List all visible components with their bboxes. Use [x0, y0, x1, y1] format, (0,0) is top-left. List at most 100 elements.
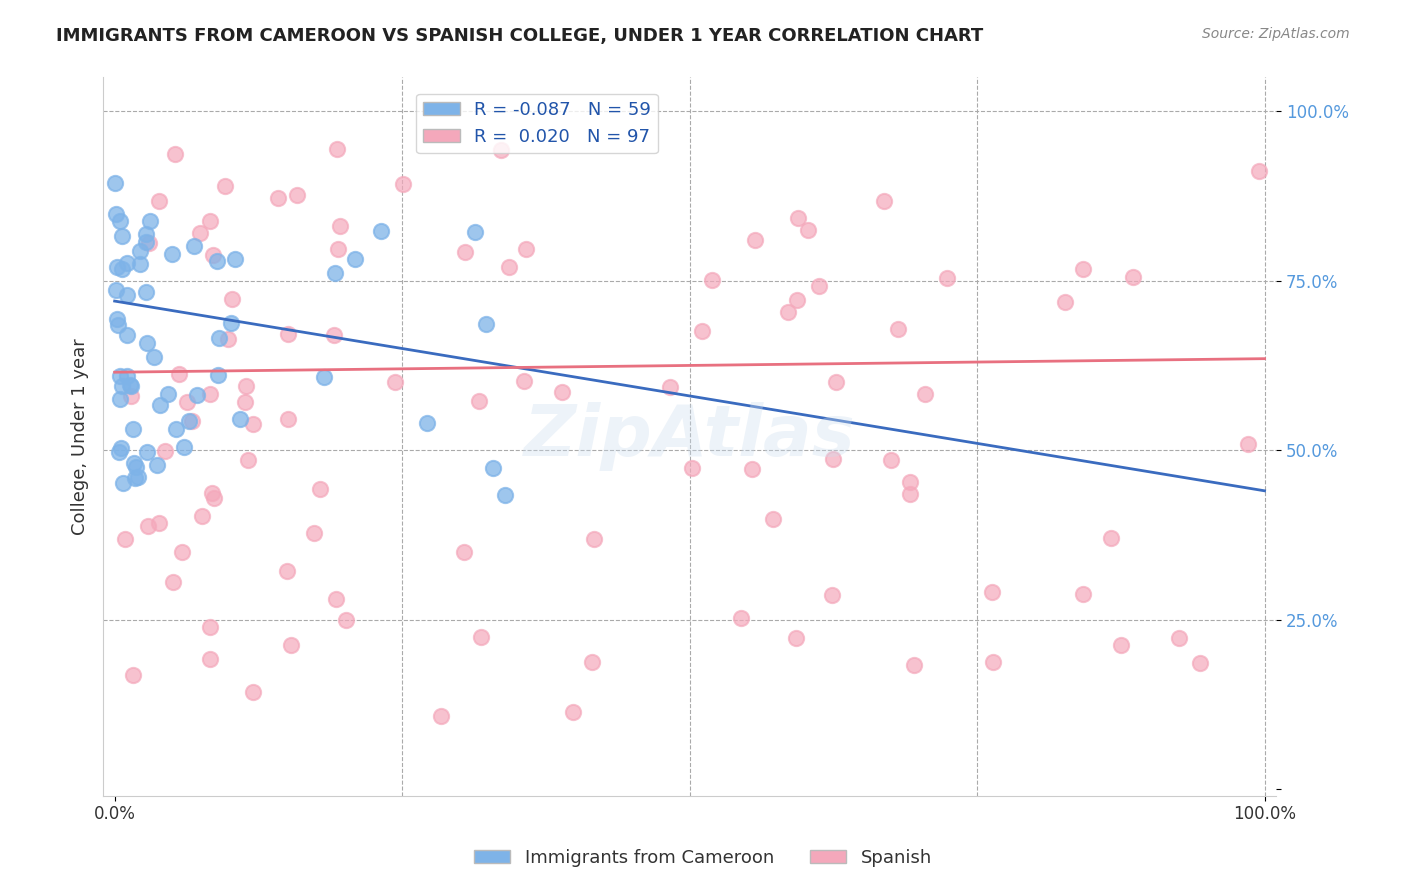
Point	[200, 387, 222, 401]
Point	[219, 316, 242, 330]
Point	[808, 278, 831, 293]
Point	[561, 705, 583, 719]
Point	[415, 416, 437, 430]
Point	[823, 452, 845, 467]
Point	[659, 380, 682, 394]
Point	[242, 417, 264, 431]
Point	[1071, 587, 1094, 601]
Point	[111, 378, 134, 392]
Point	[105, 311, 128, 326]
Point	[105, 260, 128, 274]
Point	[384, 376, 406, 390]
Point	[235, 394, 257, 409]
Legend: R = -0.087   N = 59, R =  0.020   N = 97: R = -0.087 N = 59, R = 0.020 N = 97	[416, 94, 658, 153]
Point	[825, 375, 848, 389]
Point	[474, 317, 496, 331]
Point	[914, 387, 936, 401]
Point	[146, 458, 169, 472]
Point	[201, 486, 224, 500]
Point	[138, 236, 160, 251]
Point	[762, 512, 785, 526]
Point	[186, 388, 208, 402]
Point	[391, 177, 413, 191]
Point	[326, 242, 349, 256]
Point	[153, 444, 176, 458]
Point	[277, 327, 299, 342]
Point	[162, 574, 184, 589]
Point	[115, 256, 138, 270]
Point	[208, 331, 231, 345]
Point	[214, 178, 236, 193]
Point	[143, 350, 166, 364]
Point	[1099, 532, 1122, 546]
Point	[124, 471, 146, 485]
Point	[177, 414, 200, 428]
Point	[105, 206, 128, 220]
Point	[323, 266, 346, 280]
Point	[981, 655, 1004, 669]
Point	[430, 708, 453, 723]
Point	[190, 226, 212, 240]
Point	[163, 147, 186, 161]
Point	[515, 242, 537, 256]
Point	[312, 370, 335, 384]
Point	[136, 518, 159, 533]
Point	[200, 214, 222, 228]
Point	[128, 257, 150, 271]
Point	[690, 324, 713, 338]
Point	[110, 441, 132, 455]
Point	[1237, 437, 1260, 451]
Point	[481, 461, 503, 475]
Point	[744, 234, 766, 248]
Point	[122, 456, 145, 470]
Point	[494, 488, 516, 502]
Point	[120, 377, 142, 392]
Point	[127, 469, 149, 483]
Point	[115, 288, 138, 302]
Point	[730, 611, 752, 625]
Point	[135, 227, 157, 241]
Point	[183, 239, 205, 253]
Point	[242, 684, 264, 698]
Point	[170, 545, 193, 559]
Point	[191, 509, 214, 524]
Point	[1189, 656, 1212, 670]
Point	[114, 532, 136, 546]
Point	[139, 214, 162, 228]
Point	[898, 475, 921, 489]
Point	[135, 285, 157, 300]
Point	[201, 248, 224, 262]
Point	[120, 389, 142, 403]
Point	[135, 235, 157, 250]
Point	[335, 613, 357, 627]
Point	[498, 260, 520, 274]
Point	[700, 273, 723, 287]
Point	[786, 293, 808, 307]
Point	[280, 638, 302, 652]
Point	[464, 225, 486, 239]
Point	[276, 564, 298, 578]
Point	[235, 379, 257, 393]
Point	[513, 374, 536, 388]
Point	[173, 440, 195, 454]
Point	[1071, 262, 1094, 277]
Point	[741, 462, 763, 476]
Point	[107, 318, 129, 332]
Point	[309, 482, 332, 496]
Point	[217, 332, 239, 346]
Point	[108, 214, 131, 228]
Point	[873, 194, 896, 208]
Point	[115, 327, 138, 342]
Point	[108, 444, 131, 458]
Point	[110, 368, 132, 383]
Point	[1249, 164, 1271, 178]
Point	[787, 211, 810, 226]
Point	[879, 452, 901, 467]
Point	[148, 194, 170, 209]
Point	[329, 219, 352, 234]
Point	[236, 453, 259, 467]
Point	[581, 655, 603, 669]
Point	[200, 620, 222, 634]
Point	[454, 244, 477, 259]
Point	[136, 444, 159, 458]
